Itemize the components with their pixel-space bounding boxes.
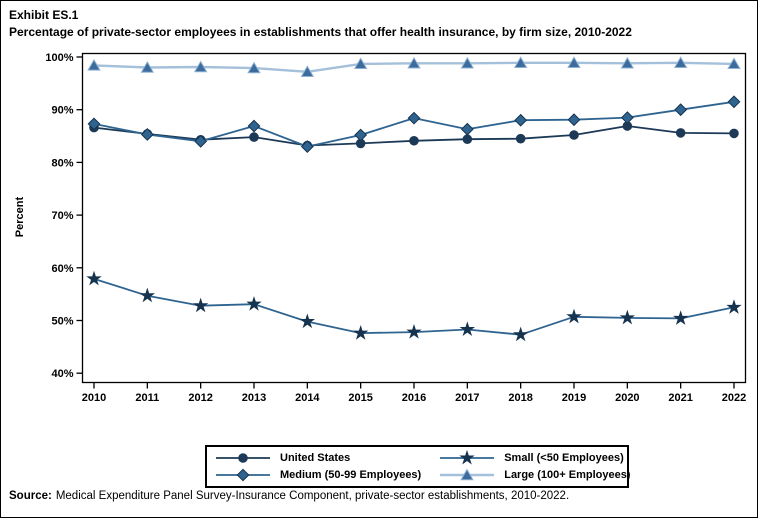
x-tick-label: 2016: [402, 392, 426, 404]
data-point: [673, 56, 688, 68]
chart-canvas: 40% 50% 60% 70% 80% 90% 100% Percent 2010 2011 201…: [14, 52, 746, 404]
legend-label: United States: [280, 452, 351, 464]
y-tick-label: 40%: [51, 368, 73, 380]
x-tick-label: 2012: [188, 392, 212, 404]
source-note: Source: Medical Expenditure Panel Survey-…: [9, 490, 569, 502]
series-united-states: [89, 121, 739, 151]
y-tick-label: 50%: [51, 316, 73, 328]
data-point: [140, 61, 155, 73]
data-point: [460, 468, 474, 481]
y-tick-label: 80%: [51, 157, 73, 169]
data-point: [238, 453, 248, 463]
data-point: [247, 61, 261, 74]
data-point: [727, 95, 741, 109]
data-point: [247, 119, 261, 133]
data-point: [300, 65, 315, 77]
x-tick-label: 2014: [295, 392, 320, 404]
x-tick-label: 2011: [135, 392, 159, 404]
exhibit-label: Exhibit ES.1: [9, 8, 79, 22]
x-tick-label: 2013: [242, 392, 266, 404]
data-point: [460, 122, 474, 136]
data-point: [300, 140, 314, 153]
data-point: [620, 56, 635, 69]
data-point: [194, 134, 208, 148]
data-point: [87, 58, 101, 71]
legend-item-medium-firms: Medium (50-99 Employees): [215, 467, 421, 483]
data-point: [249, 132, 259, 142]
data-point: [515, 133, 526, 144]
data-point: [514, 113, 528, 127]
y-axis-title: Percent: [14, 196, 26, 237]
x-tick-label: 2018: [508, 392, 532, 404]
circle-marker-icon: [216, 453, 270, 463]
data-point: [619, 309, 636, 325]
source-label: Source:: [9, 490, 52, 502]
legend-item-large-firms: Large (100+ Employees): [439, 467, 630, 483]
data-point: [567, 113, 581, 127]
data-point: [140, 128, 154, 141]
y-tick-label: 70%: [51, 210, 73, 222]
x-tick-label: 2017: [455, 392, 479, 404]
data-point: [567, 56, 581, 68]
data-point: [406, 323, 422, 339]
legend-label: Small (<50 Employees): [504, 452, 624, 464]
data-point: [407, 111, 421, 125]
data-point: [353, 57, 368, 70]
data-point: [726, 299, 742, 314]
star-marker-icon: [440, 450, 495, 465]
y-tick-label: 90%: [51, 105, 73, 117]
x-tick-label: 2022: [722, 392, 746, 404]
data-point: [409, 135, 419, 146]
series-large-100-employees: [87, 56, 741, 77]
x-tick-label: 2010: [82, 392, 106, 404]
data-point: [462, 134, 473, 145]
data-point: [513, 56, 528, 68]
chart-legend: United States Small (<50 Employees) Medi…: [205, 445, 630, 488]
data-point: [354, 128, 368, 142]
data-point: [407, 56, 421, 69]
data-point: [192, 297, 209, 313]
y-tick-label: 60%: [51, 263, 73, 275]
legend-item-united-states: United States: [215, 450, 421, 466]
data-point: [620, 111, 634, 125]
x-tick-label: 2020: [615, 392, 639, 404]
data-point: [246, 296, 262, 311]
data-point: [299, 313, 316, 329]
data-point: [460, 56, 475, 69]
series-small-50-employees: [86, 270, 742, 342]
data-point: [512, 326, 529, 342]
data-point: [727, 57, 741, 70]
x-tick-label: 2015: [348, 392, 372, 404]
data-point: [86, 270, 102, 286]
chart-title: Percentage of private-sector employees i…: [9, 25, 632, 39]
data-point: [674, 103, 688, 117]
source-text: Medical Expenditure Panel Survey-Insuran…: [55, 490, 570, 502]
y-tick-label: 100%: [45, 52, 73, 64]
data-point: [675, 128, 686, 138]
data-point: [459, 450, 475, 465]
data-point: [459, 321, 476, 337]
data-point: [193, 60, 208, 73]
series-medium-50-99-employees: [87, 95, 741, 153]
legend-label: Large (100+ Employees): [504, 469, 631, 481]
data-point: [236, 468, 250, 482]
data-point: [566, 308, 582, 324]
data-point: [139, 287, 156, 303]
diamond-marker-icon: [216, 468, 270, 482]
data-point: [729, 128, 739, 139]
data-point: [352, 325, 369, 340]
legend-label: Medium (50-99 Employees): [280, 469, 422, 481]
data-point: [569, 130, 579, 140]
x-tick-label: 2021: [668, 392, 692, 404]
data-point: [87, 117, 101, 131]
chart-header: Exhibit ES.1 Percentage of private-secto…: [9, 7, 632, 41]
triangle-marker-icon: [440, 468, 495, 481]
legend-item-small-firms: Small (<50 Employees): [439, 450, 630, 466]
data-point: [672, 310, 689, 325]
x-tick-label: 2019: [562, 392, 586, 404]
